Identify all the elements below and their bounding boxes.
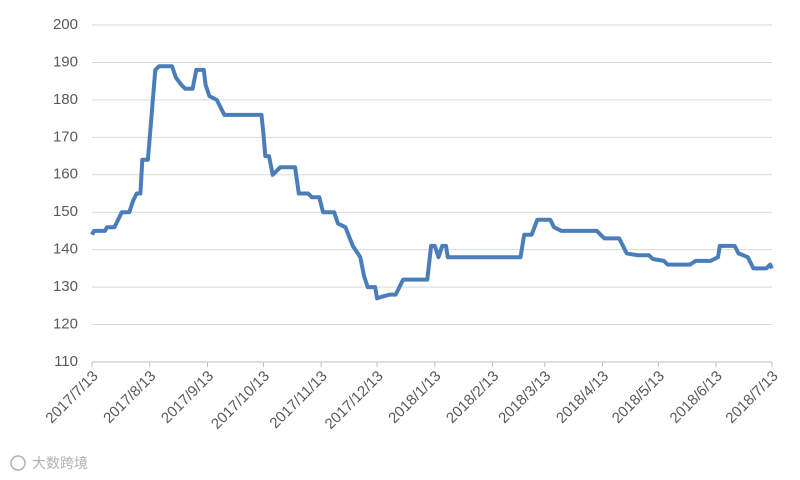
y-tick-label: 150 xyxy=(53,203,78,220)
y-tick-label: 110 xyxy=(54,353,78,370)
y-tick-label: 190 xyxy=(53,53,78,70)
y-tick-label: 120 xyxy=(53,316,78,333)
y-tick-label: 130 xyxy=(53,278,78,295)
y-tick-label: 140 xyxy=(53,241,78,258)
y-tick-label: 160 xyxy=(53,166,78,183)
line xyxy=(90,64,774,301)
y-tick-label: 200 xyxy=(53,16,78,33)
y-tick-label: 180 xyxy=(53,91,78,108)
watermark-logo xyxy=(10,455,26,471)
watermark: 大数跨境 xyxy=(32,456,88,472)
y-tick-label: 170 xyxy=(53,128,78,145)
